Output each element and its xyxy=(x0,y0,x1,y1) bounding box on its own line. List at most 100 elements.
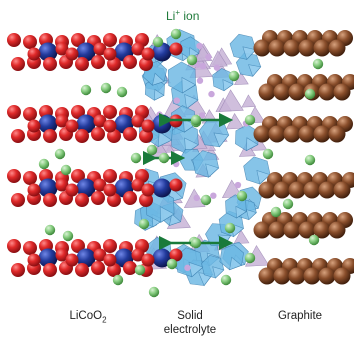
octahedron-face xyxy=(212,266,225,279)
lithium-atom xyxy=(112,274,124,286)
oxygen-atom xyxy=(169,178,183,192)
oxygen-atom xyxy=(131,248,145,262)
migrating-lithium-atom xyxy=(190,114,202,126)
carbon-atom xyxy=(298,221,316,239)
octahedron-face xyxy=(159,206,175,223)
octahedron-face xyxy=(205,163,220,178)
oxygen-atom xyxy=(139,57,153,71)
carbon-atom xyxy=(313,221,331,239)
lithium-atom xyxy=(146,144,158,156)
migrating-lithium-atom xyxy=(158,152,170,164)
cobalt-atom xyxy=(76,42,96,62)
oxygen-atom xyxy=(103,169,117,183)
lithium-atom xyxy=(312,58,324,70)
oxygen-atom xyxy=(55,248,69,262)
framework-atom xyxy=(196,77,204,84)
octahedron-face xyxy=(157,131,173,148)
carbon-atom xyxy=(303,181,321,199)
oxygen-atom xyxy=(107,129,121,143)
oxygen-atom xyxy=(91,191,105,205)
carbon-atom xyxy=(273,181,291,199)
framework-atom xyxy=(184,264,191,272)
oxygen-atom xyxy=(11,263,25,277)
oxygen-atom xyxy=(103,119,117,133)
carbon-atom xyxy=(288,181,306,199)
oxygen-atom xyxy=(103,33,117,47)
lithium-atom xyxy=(148,286,160,298)
tetrahedron xyxy=(233,229,250,244)
oxygen-atom xyxy=(43,263,57,277)
carbon-atom xyxy=(328,39,346,57)
cobalt-atom xyxy=(152,248,172,268)
framework-atom xyxy=(173,160,180,168)
oxygen-atom xyxy=(23,35,37,49)
carbon-atom xyxy=(318,267,336,285)
carbon-atom xyxy=(288,83,306,101)
lithium-atom xyxy=(60,164,72,176)
oxygen-atom xyxy=(27,47,41,61)
oxygen-atom xyxy=(131,114,145,128)
oxygen-atom xyxy=(103,47,117,61)
oxygen-atom xyxy=(123,55,137,69)
oxygen-atom xyxy=(93,178,107,192)
oxygen-atom xyxy=(91,261,105,275)
octahedron-face xyxy=(246,209,257,221)
framework-atom xyxy=(173,97,180,104)
oxygen-atom xyxy=(93,248,107,262)
oxygen-atom xyxy=(43,129,57,143)
oxygen-atom xyxy=(131,42,145,56)
lithium-atom xyxy=(200,194,212,206)
oxygen-atom xyxy=(93,42,107,56)
oxygen-atom xyxy=(107,263,121,277)
lithium-atom xyxy=(116,86,128,98)
octahedron-face xyxy=(168,213,182,226)
lithium-atom xyxy=(44,224,56,236)
octahedron-face xyxy=(256,169,271,185)
carbon-atom xyxy=(328,221,346,239)
lithium-atom xyxy=(270,206,282,218)
oxygen-atom xyxy=(71,33,85,47)
carbon-atom xyxy=(258,181,276,199)
octahedron-face xyxy=(248,64,262,77)
carbon-atom xyxy=(273,267,291,285)
li-ion-label: Li+ ion xyxy=(0,6,354,23)
oxygen-atom xyxy=(141,47,155,61)
graphite-anode-region xyxy=(253,30,354,285)
oxygen-atom xyxy=(93,114,107,128)
carbon-atom xyxy=(333,83,351,101)
cobalt-atom xyxy=(152,178,172,198)
cobalt-atom xyxy=(152,114,172,134)
lithium-atom xyxy=(262,148,274,160)
oxygen-atom xyxy=(169,248,183,262)
lithium-atom xyxy=(220,274,232,286)
oxygen-atom xyxy=(103,183,117,197)
oxygen-atom xyxy=(75,129,89,143)
octahedron-face xyxy=(242,46,257,61)
cathode-label-main: LiCoO xyxy=(69,310,103,322)
carbon-atom xyxy=(253,221,271,239)
lithium-atom xyxy=(244,114,256,126)
lithium-atom xyxy=(304,154,316,166)
lithium-atom xyxy=(244,252,256,264)
carbon-atom xyxy=(273,83,291,101)
li-ion-label-main: Li xyxy=(166,9,176,23)
oxygen-atom xyxy=(23,107,37,121)
oxygen-atom xyxy=(55,114,69,128)
lithium-atom xyxy=(170,28,182,40)
lithium-atom xyxy=(100,82,112,94)
cobalt-atom xyxy=(38,178,58,198)
oxygen-atom xyxy=(43,193,57,207)
solid-electrolyte-region xyxy=(134,29,271,287)
electrolyte-label-line2: electrolyte xyxy=(163,324,217,336)
octahedron-face xyxy=(152,72,165,86)
oxygen-atom xyxy=(23,171,37,185)
oxygen-atom xyxy=(107,57,121,71)
lithium-atom xyxy=(186,54,198,66)
oxygen-atom xyxy=(43,57,57,71)
oxygen-atom xyxy=(71,169,85,183)
oxygen-atom xyxy=(103,253,117,267)
cobalt-atom xyxy=(38,248,58,268)
oxygen-atom xyxy=(11,129,25,143)
cobalt-atom xyxy=(76,114,96,134)
